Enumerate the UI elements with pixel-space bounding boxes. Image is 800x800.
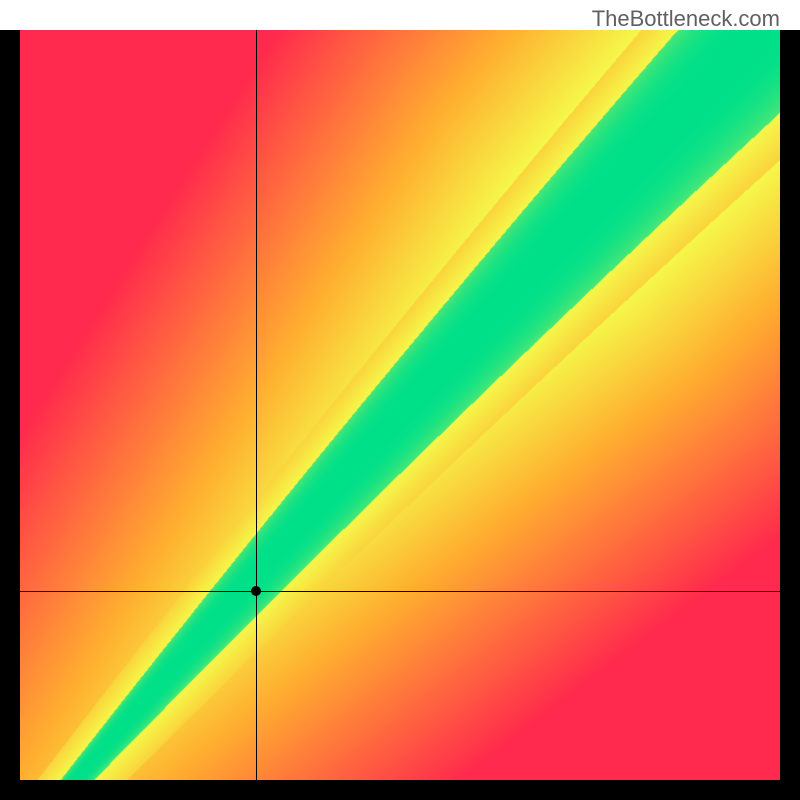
heatmap-plot-area (20, 30, 780, 780)
crosshair-vertical (256, 30, 257, 780)
crosshair-horizontal (20, 591, 780, 592)
attribution-text: TheBottleneck.com (592, 6, 780, 32)
plot-frame (0, 30, 800, 800)
crosshair-marker (251, 586, 261, 596)
heatmap-canvas (20, 30, 780, 780)
